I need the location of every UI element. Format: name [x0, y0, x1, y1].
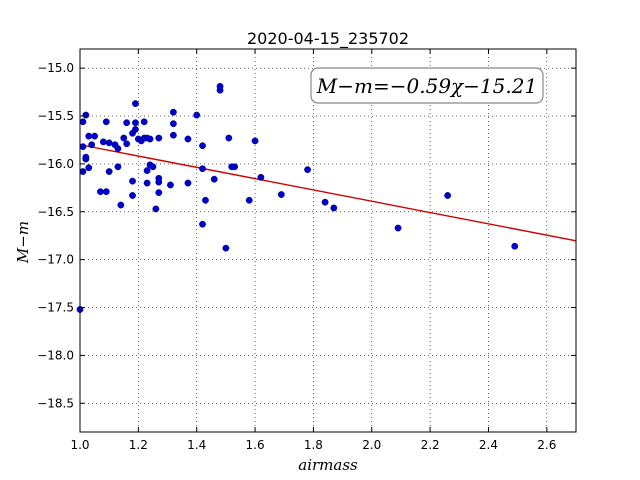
data-point — [257, 173, 265, 181]
data-point — [146, 135, 154, 143]
fit-line-group — [79, 144, 577, 242]
data-point — [105, 139, 113, 147]
data-point — [199, 142, 206, 150]
x-tick-label: 2.0 — [362, 438, 381, 452]
data-point — [102, 118, 110, 126]
data-point — [82, 153, 90, 161]
data-points — [76, 82, 519, 313]
data-point — [149, 163, 157, 171]
data-point — [123, 119, 131, 127]
y-axis-label: M−m — [14, 221, 32, 264]
data-point — [132, 126, 139, 133]
data-point — [277, 191, 285, 198]
data-point — [155, 189, 163, 197]
y-tick-label: −15.0 — [37, 61, 74, 75]
data-point — [202, 196, 209, 204]
data-point — [222, 244, 230, 252]
data-point — [155, 174, 163, 182]
y-tick-label: −18.5 — [37, 396, 74, 410]
y-tick-label: −18.0 — [37, 348, 74, 362]
plot-frame — [79, 48, 577, 433]
data-point — [169, 120, 177, 128]
data-point — [184, 179, 192, 187]
chart-title: 2020-04-15_235702 — [247, 29, 409, 49]
y-tick-label: −17.5 — [37, 301, 74, 315]
y-tick-label: −17.0 — [37, 253, 74, 267]
data-point — [251, 137, 259, 145]
data-point — [129, 177, 136, 185]
y-tick-label: −16.5 — [37, 205, 74, 219]
data-point — [117, 201, 125, 209]
data-point — [394, 224, 402, 232]
x-tick-label: 2.2 — [421, 438, 440, 452]
data-point — [79, 168, 87, 175]
data-point — [129, 192, 136, 199]
y-tick-label: −16.0 — [37, 157, 74, 171]
fit-equation-text: M−m=−0.59χ−15.21 — [316, 74, 537, 98]
x-axis-label: airmass — [298, 456, 358, 474]
data-point — [114, 163, 122, 171]
fit-equation-box: M−m=−0.59χ−15.21 — [310, 67, 544, 104]
x-tick-label: 1.4 — [187, 438, 206, 452]
data-point — [167, 181, 174, 189]
data-point — [79, 143, 87, 151]
x-tick-label: 2.4 — [479, 438, 498, 452]
data-point — [85, 164, 93, 172]
data-point — [140, 118, 148, 126]
data-point — [120, 134, 128, 142]
data-point — [304, 166, 311, 174]
x-tick-label: 1.2 — [129, 438, 148, 452]
data-point — [105, 168, 113, 175]
data-point — [123, 140, 131, 148]
data-point — [99, 138, 107, 146]
data-point — [79, 118, 87, 126]
y-tick-label: −15.5 — [37, 109, 74, 123]
data-point — [169, 131, 177, 139]
x-tick-label: 1.0 — [70, 438, 89, 452]
data-point — [216, 86, 224, 94]
data-point — [231, 163, 239, 171]
data-point — [193, 111, 201, 119]
data-point — [199, 165, 206, 173]
data-point — [444, 192, 452, 199]
data-point — [114, 145, 122, 152]
data-point — [184, 135, 192, 143]
data-point — [321, 198, 329, 206]
data-point — [210, 175, 218, 183]
data-point — [143, 179, 151, 187]
data-point — [199, 220, 206, 228]
axis-ticks: 1.0 1.2 1.4 1.6 1.8 2.0 2.2 2.4 2.6 −15.0 −15.5 −16… — [37, 49, 576, 452]
data-point — [88, 141, 96, 149]
data-point — [97, 188, 104, 196]
data-point — [169, 108, 177, 116]
data-point — [225, 134, 233, 142]
data-point — [91, 132, 98, 140]
data-point — [132, 100, 139, 107]
data-point — [511, 242, 519, 250]
data-point — [152, 205, 160, 213]
data-point — [330, 204, 338, 212]
data-point — [85, 132, 93, 140]
x-tick-label: 2.6 — [537, 438, 556, 452]
data-point — [245, 196, 253, 204]
data-point — [155, 134, 163, 142]
x-tick-label: 1.8 — [304, 438, 323, 452]
x-tick-label: 1.6 — [246, 438, 265, 452]
data-point — [132, 119, 139, 127]
fit-line — [79, 144, 577, 242]
data-point — [82, 111, 90, 119]
data-point — [143, 167, 151, 175]
grid-lines — [79, 49, 576, 432]
data-point — [102, 188, 110, 196]
fit-equation-frame — [310, 67, 544, 104]
